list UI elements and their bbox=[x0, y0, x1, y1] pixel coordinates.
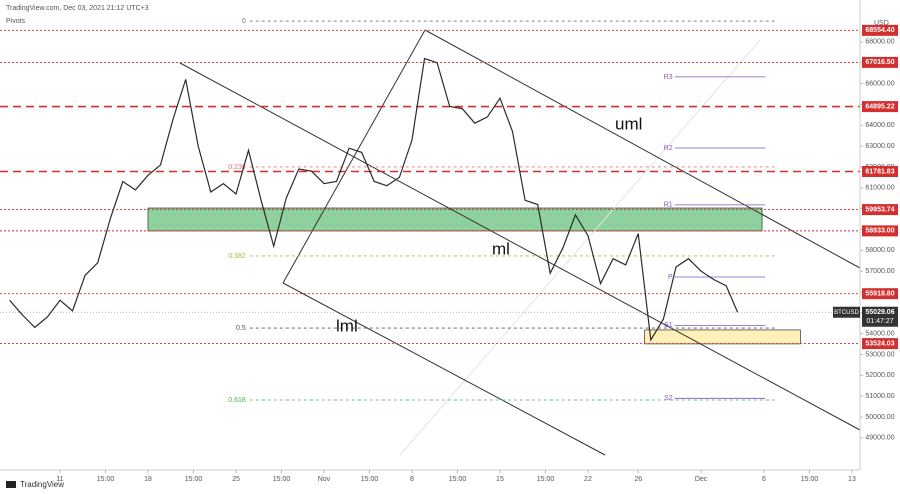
y-tick-label: 68000.00 bbox=[865, 39, 894, 46]
symbol-tag bbox=[833, 306, 860, 318]
lower-median-line bbox=[282, 282, 606, 456]
y-tick-label: 53000.00 bbox=[865, 351, 894, 358]
annotation: uml bbox=[615, 114, 642, 133]
pivot-label: R2 bbox=[664, 145, 673, 152]
level-tag bbox=[862, 165, 898, 177]
level-tag-label: 67016.50 bbox=[865, 59, 894, 66]
y-tick-label: 52000.00 bbox=[865, 372, 894, 379]
pivot-label: R1 bbox=[664, 202, 673, 209]
x-tick-label: 15:00 bbox=[449, 476, 467, 483]
y-tick-label: 63000.00 bbox=[865, 143, 894, 150]
x-tick-label: Dec bbox=[695, 476, 708, 483]
series bbox=[9, 57, 739, 342]
brand: TradingView bbox=[20, 480, 64, 489]
level-tag bbox=[862, 24, 898, 36]
x-tick-label: 18 bbox=[144, 476, 152, 483]
x-tick-label: 22 bbox=[584, 476, 592, 483]
level-tag-label: 58933.00 bbox=[865, 228, 894, 235]
x-tick-label: 11 bbox=[56, 476, 63, 483]
x-tick-label: 15:00 bbox=[97, 476, 115, 483]
y-tick-label: 51000.00 bbox=[865, 393, 894, 400]
currency: USD bbox=[874, 20, 889, 27]
x-tick-label: 13 bbox=[848, 476, 856, 483]
fib-label: 0.382 bbox=[228, 253, 246, 260]
y-tick-label: 49000.00 bbox=[865, 435, 894, 442]
x-tick-label: 15:00 bbox=[185, 476, 203, 483]
zones bbox=[147, 207, 801, 345]
level-tag-label: 64895.22 bbox=[865, 103, 894, 110]
level-tag-label: 61781.83 bbox=[865, 168, 894, 175]
header-title: TradingView.com, Dec 03, 2021 21:12 UTC+… bbox=[6, 5, 149, 12]
x-tick-label: 15:00 bbox=[361, 476, 379, 483]
level-tag-label: 68554.40 bbox=[865, 27, 894, 34]
x-tick-label: Nov bbox=[318, 476, 331, 483]
level-tag bbox=[862, 338, 898, 350]
level-tag bbox=[862, 204, 898, 216]
zone bbox=[147, 207, 763, 232]
pivot-label: R3 bbox=[664, 74, 673, 81]
pivot-label: S1 bbox=[664, 322, 673, 329]
zone bbox=[644, 329, 801, 345]
x-tick-label: 15:00 bbox=[273, 476, 291, 483]
level-tag bbox=[862, 288, 898, 300]
symbol-label: BTCUSD bbox=[834, 310, 859, 316]
price-line bbox=[9, 57, 739, 342]
x-tick-label: 26 bbox=[634, 476, 642, 483]
fib-label: 0.236 bbox=[228, 164, 246, 171]
median-line bbox=[179, 62, 861, 431]
last-price-label: 55029.06 bbox=[865, 309, 894, 316]
fib-label: 0.5 bbox=[236, 325, 246, 332]
pivot-label: P bbox=[668, 274, 673, 281]
x-tick-label: 6 bbox=[762, 476, 766, 483]
x-tick-label: 15 bbox=[496, 476, 504, 483]
level-tag-label: 59953.74 bbox=[865, 206, 894, 213]
fib-label: 0 bbox=[242, 18, 246, 25]
countdown: 01:47:27 bbox=[866, 318, 893, 325]
level-tag bbox=[862, 101, 898, 113]
level-tag bbox=[862, 56, 898, 68]
level-tag bbox=[862, 225, 898, 237]
x-tick-label: 15:00 bbox=[801, 476, 819, 483]
y-tick-label: 66000.00 bbox=[865, 80, 894, 87]
level-tag-label: 55918.80 bbox=[865, 291, 894, 298]
y-tick-label: 57000.00 bbox=[865, 268, 894, 275]
y-tick-label: 61000.00 bbox=[865, 185, 894, 192]
annotation: lml bbox=[336, 316, 358, 335]
brand-logo bbox=[6, 481, 16, 488]
indicator-name: Pivots bbox=[6, 18, 26, 25]
upper-median-line bbox=[424, 29, 861, 269]
fib-label: 0.618 bbox=[228, 397, 246, 404]
x-tick-label: 8 bbox=[410, 476, 414, 483]
last-price-tag bbox=[862, 306, 898, 327]
levels: 0 0.236 0.382 0.5 0.618 R3 R2 R1 P S1 S2 bbox=[0, 18, 860, 404]
y-tick-label: 58000.00 bbox=[865, 247, 894, 254]
guide-line bbox=[399, 39, 761, 456]
pivot-label: S2 bbox=[664, 395, 673, 402]
level-tag-label: 53524.03 bbox=[865, 340, 894, 347]
y-tick-label: 50000.00 bbox=[865, 414, 894, 421]
x-tick-label: 25 bbox=[232, 476, 240, 483]
x-tick-label: 15:00 bbox=[537, 476, 555, 483]
y-tick-label: 54000.00 bbox=[865, 331, 894, 338]
y-tick-label: 64000.00 bbox=[865, 122, 894, 129]
axis: 11 15:00 18 15:00 25 15:00 Nov 15:00 8 15:00 15 15:… bbox=[56, 24, 898, 483]
annotation: ml bbox=[492, 239, 510, 258]
